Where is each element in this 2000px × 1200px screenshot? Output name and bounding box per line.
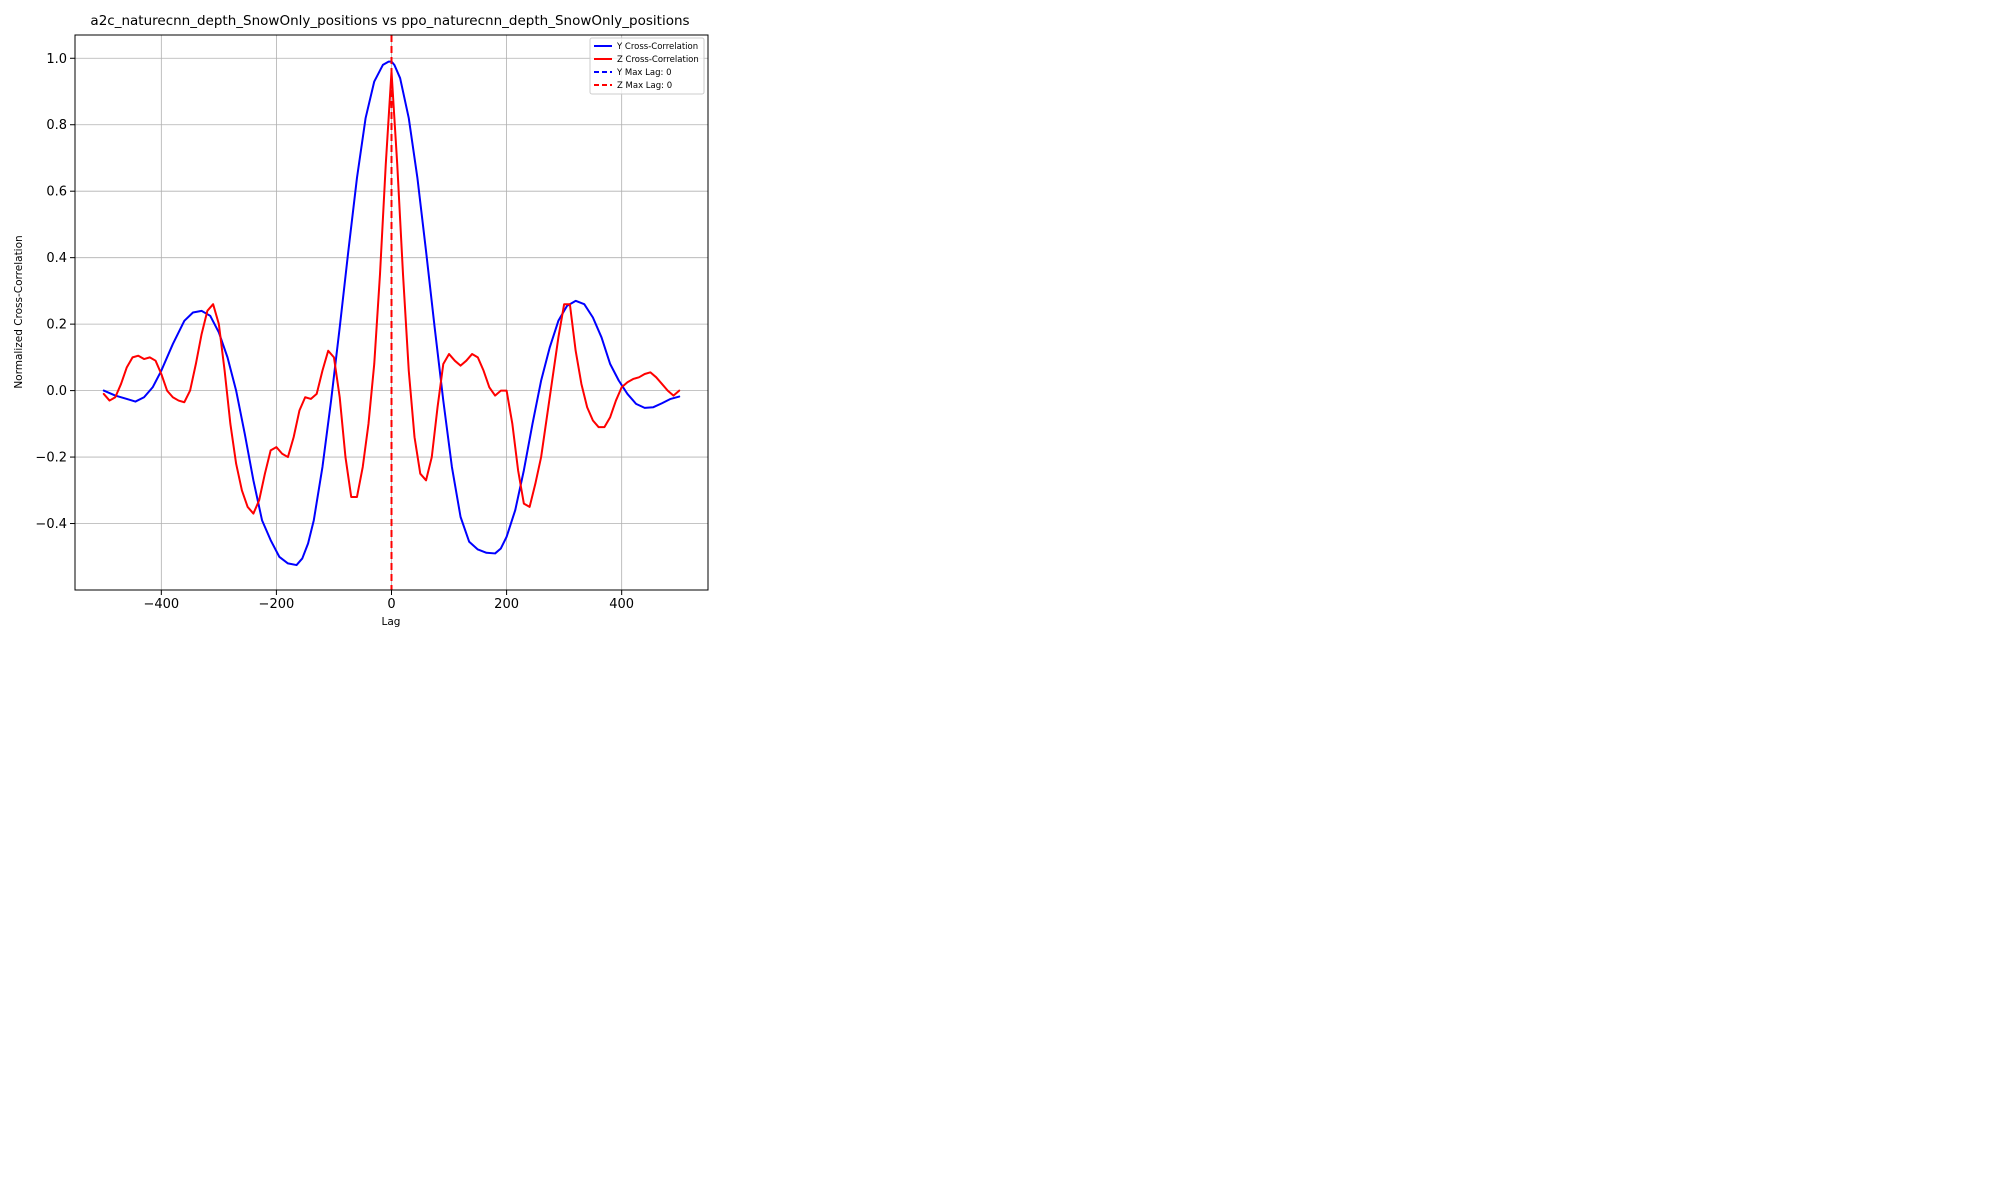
y-tick-label: 0.8 xyxy=(46,118,67,133)
y-tick-label: 0.0 xyxy=(46,384,67,399)
x-tick-label: −200 xyxy=(259,597,295,612)
y-tick-label: 0.6 xyxy=(46,185,67,200)
legend: Y Cross-Correlation Z Cross-Correlation … xyxy=(589,37,705,95)
x-tick-label: 400 xyxy=(609,597,634,612)
legend-label-y-max-lag: Y Max Lag: 0 xyxy=(616,68,671,78)
y-tick-label: −0.2 xyxy=(35,451,67,466)
legend-label-y-cross-correlation: Y Cross-Correlation xyxy=(616,42,698,52)
x-tick-label: 200 xyxy=(494,597,519,612)
y-axis-label: Normalized Cross-Correlation xyxy=(13,235,25,388)
x-axis-label: Lag xyxy=(382,616,401,628)
y-tick-label: 1.0 xyxy=(46,52,67,67)
x-tick-label: 0 xyxy=(387,597,395,612)
plot-data xyxy=(102,35,681,590)
chart-title: a2c_naturecnn_depth_SnowOnly_positions v… xyxy=(90,13,689,29)
legend-box xyxy=(589,37,705,95)
axis-ticks: −400 −200 0 200 400 −0.4 −0.2 0.0 0.2 0.4 0.6 0.8 1.… xyxy=(35,52,634,612)
legend-label-z-max-lag: Z Max Lag: 0 xyxy=(617,81,672,91)
y-tick-label: 0.2 xyxy=(46,318,67,333)
x-tick-label: −400 xyxy=(143,597,179,612)
y-tick-label: −0.4 xyxy=(35,517,67,532)
legend-label-z-cross-correlation: Z Cross-Correlation xyxy=(617,55,699,65)
series-line-y-cross-correlation xyxy=(102,60,681,567)
y-tick-label: 0.4 xyxy=(46,251,67,266)
